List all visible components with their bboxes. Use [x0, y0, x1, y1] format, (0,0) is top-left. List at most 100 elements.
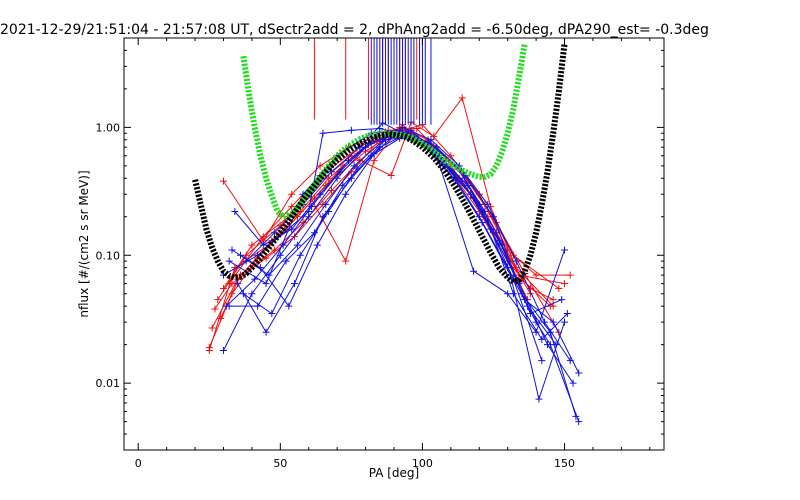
- data-point-red-0-13: [549, 296, 557, 304]
- data-point-blue-4-0: [231, 207, 239, 215]
- trace-line-red-5: [223, 96, 565, 289]
- data-point-red-1-2: [271, 246, 279, 254]
- data-point-blue-5-11: [546, 328, 554, 336]
- x-axis-label: PA [deg]: [369, 466, 419, 480]
- data-point-blue-1-9: [478, 219, 486, 227]
- data-point-red-7-12: [566, 271, 574, 279]
- data-point-blue-9-2: [305, 207, 313, 215]
- data-point-blue-8-10: [526, 310, 534, 318]
- data-point-blue-4-4: [345, 157, 353, 165]
- data-point-blue-9-4: [347, 126, 355, 134]
- series-blue-1: [219, 119, 583, 426]
- data-point-blue-4-3: [316, 190, 324, 198]
- data-point-red-6-2: [288, 203, 296, 211]
- data-point-blue-7-1: [268, 310, 276, 318]
- data-point-blue-3-0: [228, 246, 236, 254]
- data-point-blue-8-11: [558, 296, 566, 304]
- data-point-blue-9-11: [561, 246, 569, 254]
- chart-title: 2021-12-29/21:51:04 - 21:57:08 UT, dSect…: [0, 22, 709, 38]
- data-point-blue-10-8: [475, 200, 483, 208]
- data-point-blue-4-1: [259, 241, 267, 249]
- data-point-blue-6-6: [407, 126, 415, 134]
- trace-line-blue-6: [240, 129, 580, 374]
- data-point-blue-8-9: [498, 241, 506, 249]
- data-point-blue-7-11: [552, 341, 560, 349]
- series-layer: [192, 38, 583, 426]
- y-axis-label: nflux [#/(cm2 s sr MeV)]: [77, 170, 91, 317]
- data-point-blue-3-4: [342, 190, 350, 198]
- data-point-blue-6-5: [379, 137, 387, 145]
- data-point-red-5-1: [248, 241, 256, 249]
- data-point-red-5-7: [430, 132, 438, 140]
- series-red-4: [313, 38, 418, 120]
- data-point-blue-2-12: [563, 310, 571, 318]
- data-point-blue-8-4: [356, 143, 364, 151]
- data-point-blue-7-3: [325, 207, 333, 215]
- x-tick-label: 0: [135, 457, 142, 470]
- data-point-red-7-3: [293, 213, 301, 221]
- data-point-blue-5-12: [572, 412, 580, 420]
- data-point-red-4-0: [214, 296, 222, 304]
- data-point-blue-3-10: [512, 257, 520, 265]
- data-point-blue-10-10: [538, 357, 546, 365]
- data-point-blue-0-13: [575, 418, 583, 426]
- data-point-blue-3-6: [399, 123, 407, 131]
- data-point-red-0-0: [211, 305, 219, 313]
- data-point-blue-6-2: [293, 241, 301, 249]
- y-tick-label: 1.00: [96, 121, 121, 134]
- data-point-red-2-12: [555, 284, 563, 292]
- data-point-blue-9-5: [376, 125, 384, 133]
- data-point-blue-1-12: [561, 318, 569, 326]
- data-point-blue-5-1: [262, 328, 270, 336]
- trace-line-blue-7: [243, 135, 557, 345]
- series-black-3: [192, 43, 568, 285]
- data-point-blue-9-3: [319, 129, 327, 137]
- x-tick-label: 150: [554, 457, 575, 470]
- series-blue-5: [370, 38, 432, 125]
- data-point-blue-10-0: [225, 257, 233, 265]
- data-point-red-3-0: [208, 324, 216, 332]
- data-point-blue-9-8: [470, 267, 478, 275]
- data-point-blue-4-2: [288, 225, 296, 233]
- data-point-red-5-5: [387, 172, 395, 180]
- data-point-blue-7-5: [381, 136, 389, 144]
- data-point-red-8-0: [219, 177, 227, 185]
- fit-curve-green: [240, 43, 528, 220]
- data-point-blue-1-4: [336, 168, 344, 176]
- data-point-red-8-2: [288, 190, 296, 198]
- fit-curve-black: [192, 43, 568, 285]
- data-point-blue-3-2: [285, 302, 293, 310]
- data-point-red-8-3: [316, 162, 324, 170]
- data-point-blue-2-2: [282, 257, 290, 265]
- data-point-blue-6-11: [549, 318, 557, 326]
- data-point-blue-3-3: [313, 241, 321, 249]
- data-point-blue-7-4: [353, 164, 361, 172]
- data-point-blue-2-11: [538, 335, 546, 343]
- axis-layer: 0 50 100 150 0.01 0.10 1.00: [96, 37, 664, 470]
- data-point-blue-9-9: [504, 290, 512, 298]
- series-green-2: [240, 43, 528, 220]
- data-point-blue-10-1: [262, 280, 270, 288]
- data-point-blue-7-2: [296, 251, 304, 259]
- data-point-blue-3-7: [427, 136, 435, 144]
- data-point-red-4-4: [342, 257, 350, 265]
- y-tick-label: 0.10: [96, 249, 121, 262]
- data-point-red-5-8: [458, 94, 466, 102]
- data-point-blue-2-0: [225, 302, 233, 310]
- data-point-blue-4-12: [569, 379, 577, 387]
- x-tick-label: 100: [412, 457, 433, 470]
- data-point-blue-4-11: [543, 341, 551, 349]
- data-point-blue-6-0: [237, 251, 245, 259]
- data-point-red-4-5: [370, 157, 378, 165]
- data-point-red-5-0: [219, 284, 227, 292]
- data-point-blue-6-12: [575, 369, 583, 377]
- data-point-blue-0-1: [248, 290, 256, 298]
- x-tick-label: 50: [273, 457, 287, 470]
- data-point-blue-7-0: [239, 290, 247, 298]
- y-tick-label: 0.01: [96, 377, 121, 390]
- data-point-blue-5-0: [234, 280, 242, 288]
- data-point-blue-0-0: [219, 346, 227, 354]
- data-point-red-7-11: [532, 271, 540, 279]
- data-point-blue-10-5: [396, 126, 404, 134]
